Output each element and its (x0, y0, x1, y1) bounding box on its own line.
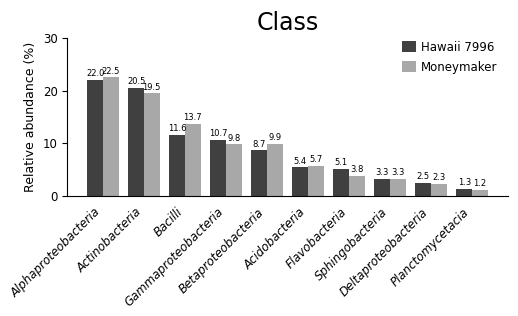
Legend: Hawaii 7996, Moneymaker: Hawaii 7996, Moneymaker (397, 36, 502, 78)
Bar (185, 124, 200, 196)
Bar (456, 189, 472, 196)
Text: 22.0: 22.0 (86, 70, 104, 78)
Bar (390, 179, 406, 196)
Bar (293, 167, 308, 196)
Bar (349, 176, 365, 196)
Bar (415, 183, 431, 196)
Text: 13.7: 13.7 (183, 113, 202, 122)
Text: 3.8: 3.8 (350, 165, 364, 174)
Title: Class: Class (256, 11, 319, 34)
Text: 19.5: 19.5 (142, 83, 161, 92)
Bar (210, 140, 226, 196)
Bar (334, 169, 349, 196)
Bar (375, 179, 390, 196)
Text: 3.3: 3.3 (376, 168, 389, 177)
Text: 2.5: 2.5 (416, 172, 430, 181)
Bar (103, 77, 119, 196)
Text: 9.9: 9.9 (268, 133, 281, 142)
Bar (431, 184, 447, 196)
Text: 8.7: 8.7 (252, 140, 266, 149)
Bar (226, 144, 241, 196)
Text: 9.8: 9.8 (227, 134, 240, 143)
Text: 3.3: 3.3 (391, 168, 405, 177)
Text: 11.6: 11.6 (168, 124, 186, 133)
Text: 20.5: 20.5 (127, 77, 146, 86)
Text: 5.7: 5.7 (309, 155, 322, 164)
Bar (169, 135, 185, 196)
Text: 22.5: 22.5 (102, 67, 120, 76)
Y-axis label: Relative abundance (%): Relative abundance (%) (24, 42, 37, 192)
Bar (144, 93, 160, 196)
Bar (472, 190, 487, 196)
Text: 5.1: 5.1 (335, 159, 348, 167)
Bar (88, 80, 103, 196)
Text: 10.7: 10.7 (209, 129, 227, 138)
Text: 2.3: 2.3 (432, 173, 445, 182)
Bar (128, 88, 144, 196)
Text: 1.2: 1.2 (473, 179, 486, 188)
Bar (308, 166, 324, 196)
Text: 1.3: 1.3 (457, 179, 471, 187)
Text: 5.4: 5.4 (294, 157, 307, 166)
Bar (267, 144, 282, 196)
Bar (251, 150, 267, 196)
